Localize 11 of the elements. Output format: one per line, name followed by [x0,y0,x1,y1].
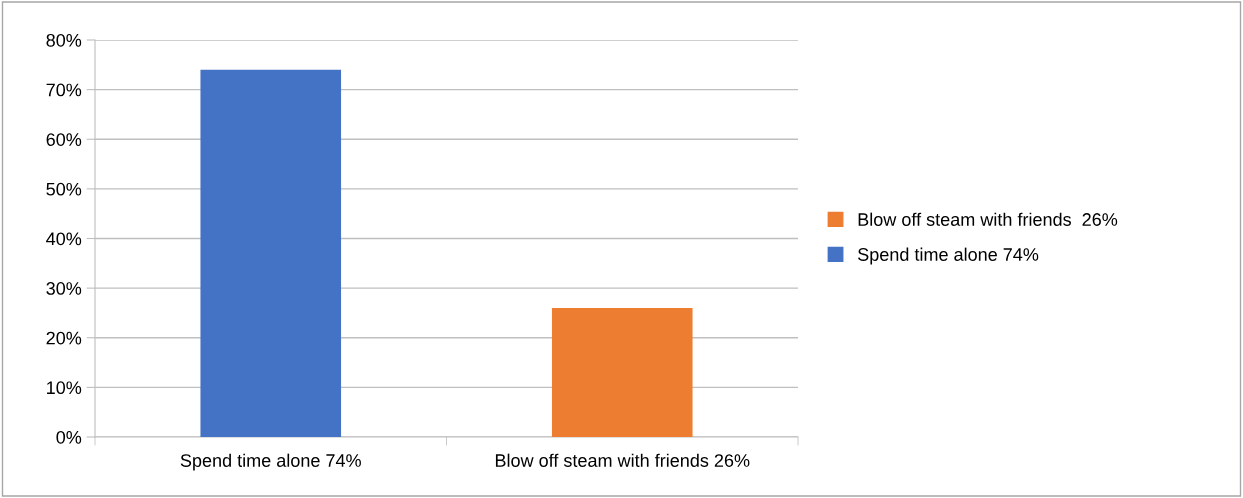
y-tick-label: 40% [46,232,82,246]
y-tick-label: 0% [56,430,82,444]
legend-label: Spend time alone 74% [858,247,1039,265]
y-tick-label: 20% [46,331,82,345]
y-tick-label: 70% [46,83,82,97]
y-tick-label: 30% [46,282,82,295]
y-tick-label: 60% [46,133,82,146]
y-tick-label: 10% [47,381,82,395]
y-tick-label: 50% [46,182,82,196]
y-tick-label: 80% [46,33,82,47]
legend-label: Blow off steam with friends 26% [858,212,1118,226]
